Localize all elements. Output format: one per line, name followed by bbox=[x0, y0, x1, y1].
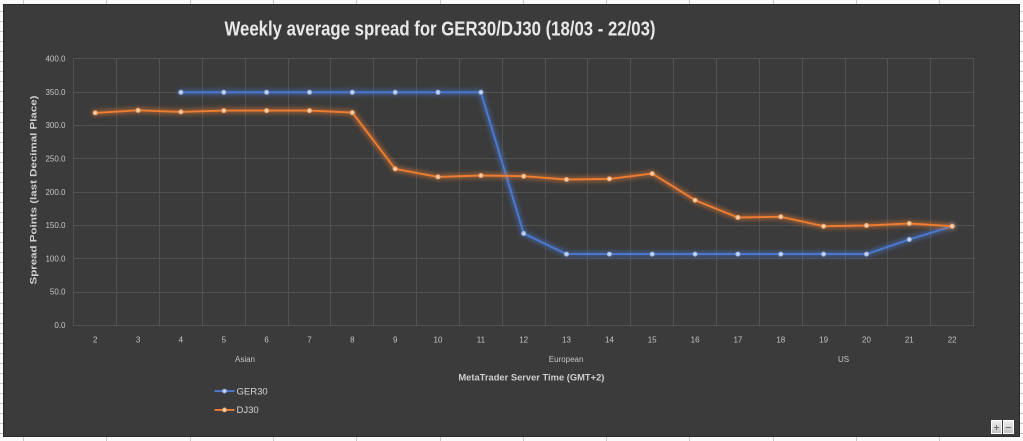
svg-text:US: US bbox=[838, 355, 849, 364]
svg-text:11: 11 bbox=[477, 335, 486, 344]
svg-text:100.0: 100.0 bbox=[45, 254, 66, 263]
svg-text:Asian: Asian bbox=[235, 355, 255, 364]
svg-text:9: 9 bbox=[393, 335, 398, 344]
svg-text:5: 5 bbox=[222, 335, 227, 344]
svg-text:Spread Points (last Decimal P: Spread Points (last Decimal Place) bbox=[29, 96, 39, 285]
svg-text:12: 12 bbox=[519, 335, 528, 344]
svg-text:3: 3 bbox=[136, 335, 141, 344]
svg-text:21: 21 bbox=[905, 335, 914, 344]
svg-text:19: 19 bbox=[819, 335, 828, 344]
svg-text:2: 2 bbox=[93, 335, 98, 344]
svg-text:European: European bbox=[549, 355, 584, 364]
svg-text:7: 7 bbox=[307, 335, 312, 344]
svg-text:4: 4 bbox=[179, 335, 184, 344]
svg-text:0.0: 0.0 bbox=[54, 321, 66, 330]
svg-text:250.0: 250.0 bbox=[45, 155, 66, 164]
svg-text:18: 18 bbox=[776, 335, 785, 344]
svg-text:DJ30: DJ30 bbox=[237, 405, 259, 416]
svg-text:17: 17 bbox=[733, 335, 742, 344]
svg-text:14: 14 bbox=[605, 335, 614, 344]
svg-text:15: 15 bbox=[648, 335, 657, 344]
svg-text:350.0: 350.0 bbox=[45, 88, 66, 97]
svg-text:50.0: 50.0 bbox=[50, 288, 66, 297]
svg-text:16: 16 bbox=[691, 335, 700, 344]
svg-text:150.0: 150.0 bbox=[45, 221, 66, 230]
svg-text:10: 10 bbox=[434, 335, 443, 344]
svg-text:20: 20 bbox=[862, 335, 871, 344]
svg-text:400.0: 400.0 bbox=[45, 55, 66, 64]
svg-text:6: 6 bbox=[264, 335, 269, 344]
svg-text:8: 8 bbox=[350, 335, 355, 344]
svg-text:Weekly average spread for GER3: Weekly average spread for GER30/DJ30 (18… bbox=[225, 19, 656, 41]
svg-text:GER30: GER30 bbox=[237, 386, 268, 397]
svg-text:MetaTrader Server Time (GMT+2): MetaTrader Server Time (GMT+2) bbox=[458, 373, 604, 383]
svg-text:13: 13 bbox=[562, 335, 571, 344]
svg-text:300.0: 300.0 bbox=[45, 121, 66, 130]
svg-text:200.0: 200.0 bbox=[45, 188, 66, 197]
svg-text:22: 22 bbox=[948, 335, 957, 344]
